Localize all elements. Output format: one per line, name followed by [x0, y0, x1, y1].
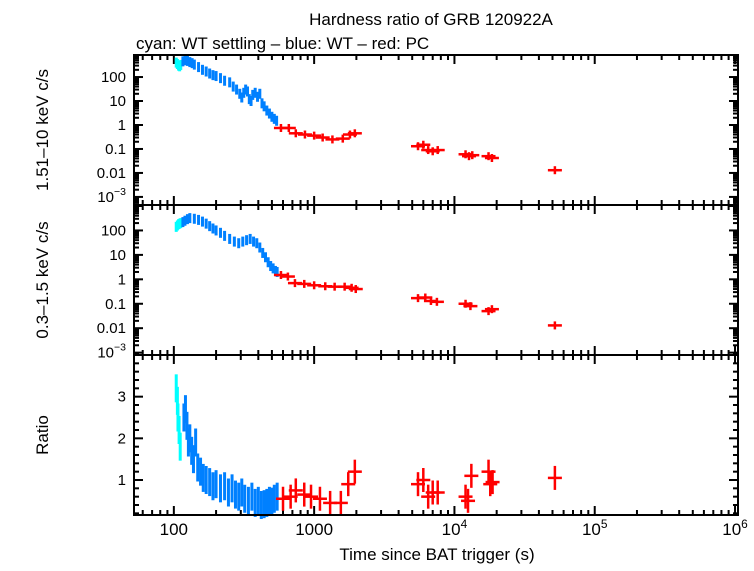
panel-2: 100 10 1 0.1 0.01 10−3 0.3–1.5 keV c/s: [33, 204, 739, 362]
y-tick-label: 0.1: [105, 141, 126, 158]
y-tick-label: 1: [118, 271, 126, 288]
y-tick-label: 2: [118, 430, 126, 447]
y-tick-label: 0.01: [97, 165, 126, 182]
panel-frame: [133, 354, 739, 516]
panel-3: 1 2 3 Ratio: [33, 354, 739, 519]
y-tick-label: 100: [101, 222, 126, 239]
y-tick-label: 1: [118, 472, 126, 489]
y-tick-label: 10−3: [97, 342, 126, 362]
y-axis-label: 0.3–1.5 keV c/s: [33, 221, 52, 338]
x-tick-label: 104: [442, 517, 468, 539]
y-tick-label: 10: [109, 93, 126, 110]
y-axis-label: 1.51–10 keV c/s: [33, 69, 52, 191]
y-tick-label: 0.1: [105, 296, 126, 313]
x-tick-label: 1000: [295, 520, 333, 539]
y-tick-label: 0.01: [97, 320, 126, 337]
y-axis-label: Ratio: [33, 415, 52, 455]
chart-subtitle: cyan: WT settling – blue: WT – red: PC: [136, 34, 429, 53]
y-tick-label: 10: [109, 247, 126, 264]
x-tick-label: 105: [582, 517, 608, 539]
x-tick-label: 100: [160, 520, 188, 539]
panel-frame: [133, 204, 739, 356]
y-tick-label: 10−3: [97, 186, 126, 206]
x-axis-label: Time since BAT trigger (s): [339, 545, 534, 564]
y-tick-label: 1: [118, 117, 126, 134]
y-tick-label: 100: [101, 69, 126, 86]
x-tick-label: 106: [722, 517, 748, 539]
chart-title: Hardness ratio of GRB 120922A: [309, 10, 553, 29]
panel-1: 100 10 1 0.1 0.01 10−3 1.51–10 keV c/s: [33, 54, 739, 206]
y-tick-label: 3: [118, 389, 126, 406]
